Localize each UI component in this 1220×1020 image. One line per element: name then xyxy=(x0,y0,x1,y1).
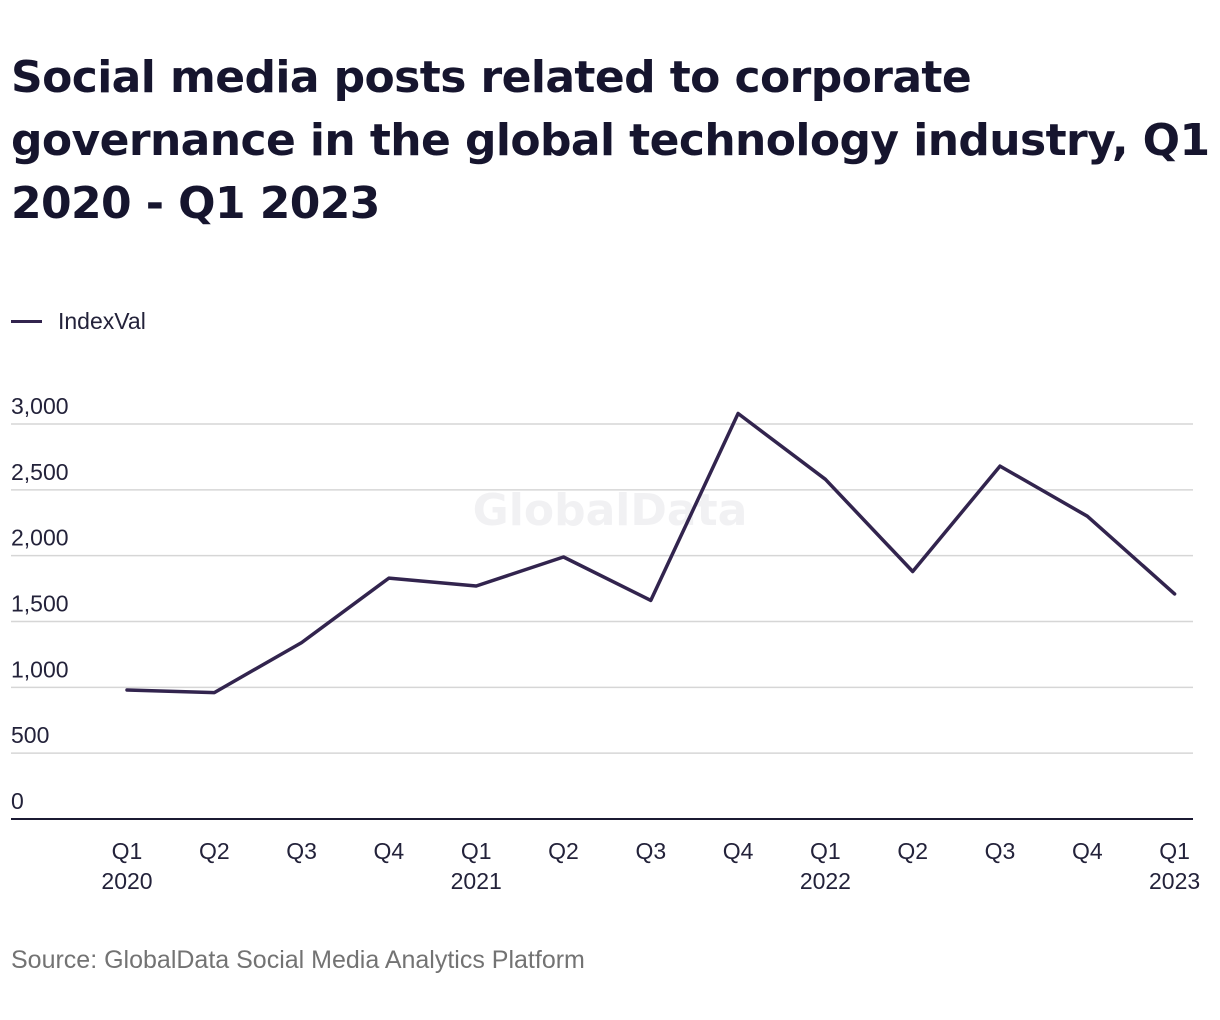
x-tick-label: Q3 xyxy=(635,838,666,864)
legend: IndexVal xyxy=(11,306,146,336)
x-tick-label: Q4 xyxy=(374,838,405,864)
x-tick-label: Q1 xyxy=(1159,838,1190,864)
y-tick-label: 2,500 xyxy=(11,459,69,485)
x-tick-year-label: 2021 xyxy=(451,868,502,894)
x-tick-label: Q4 xyxy=(723,838,754,864)
series-line-indexval xyxy=(125,411,1177,695)
x-tick-label: Q3 xyxy=(286,838,317,864)
x-tick-label: Q1 xyxy=(461,838,492,864)
x-tick-year-label: 2023 xyxy=(1149,868,1200,894)
x-tick-label: Q1 xyxy=(810,838,841,864)
page-title: Social media posts related to corporate … xyxy=(11,52,1210,229)
x-tick-label: Q1 xyxy=(112,838,143,864)
x-tick-year-label: 2020 xyxy=(101,868,152,894)
series-group xyxy=(125,411,1177,695)
x-tick-label: Q2 xyxy=(897,838,928,864)
x-tick-year-label: 2022 xyxy=(800,868,851,894)
source-note: Source: GlobalData Social Media Analytic… xyxy=(11,946,585,974)
x-tick-label: Q2 xyxy=(199,838,230,864)
y-tick-label: 3,000 xyxy=(11,393,69,419)
x-tick-label: Q2 xyxy=(548,838,579,864)
watermark: GlobalData xyxy=(473,485,748,536)
gridlines xyxy=(11,423,1193,754)
y-axis-ticks: 0 500 1,000 1,500 2,000 2,500 3,000 xyxy=(11,393,69,814)
y-tick-label: 2,000 xyxy=(11,525,69,551)
x-axis-ticks: Q1 2020 Q2 Q3 Q4 Q1 2021 Q2 Q3 Q4 Q1 2022 Q2 Q3 Q4 Q1 20… xyxy=(101,838,1200,894)
y-tick-label: 500 xyxy=(11,722,49,748)
y-tick-label: 1,500 xyxy=(11,591,69,617)
x-tick-label: Q4 xyxy=(1072,838,1103,864)
x-tick-label: Q3 xyxy=(985,838,1016,864)
y-tick-label: 0 xyxy=(11,788,24,814)
line-chart: 0 500 1,000 1,500 2,000 2,500 3,000 GlobalData… xyxy=(11,393,1200,894)
legend-swatch-indexval xyxy=(11,319,42,323)
legend-label-indexval: IndexVal xyxy=(58,307,146,334)
y-tick-label: 1,000 xyxy=(11,656,69,682)
